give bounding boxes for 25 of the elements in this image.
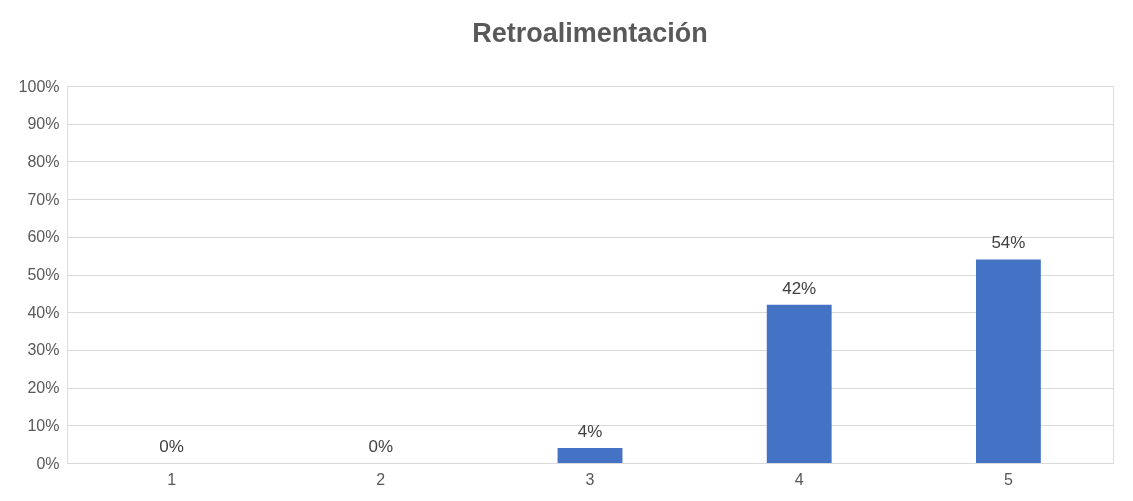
x-tick-label: 5 [1003, 470, 1013, 488]
x-tick-label: 2 [376, 470, 386, 488]
bar [766, 304, 832, 463]
y-tick-label: 20% [27, 379, 60, 397]
y-tick-label: 70% [27, 190, 60, 208]
y-tick-label: 40% [27, 303, 60, 321]
data-label: 4% [577, 421, 603, 441]
data-label: 0% [159, 437, 184, 456]
y-tick-label: 80% [27, 152, 60, 170]
data-label: 42% [782, 278, 817, 298]
y-tick-label: 10% [27, 416, 60, 434]
y-tick-label: 50% [27, 266, 60, 283]
y-tick-label: 100% [18, 77, 60, 95]
x-tick-label: 3 [585, 470, 595, 488]
bar [975, 259, 1041, 463]
y-tick-label: 60% [27, 228, 60, 246]
x-tick-label: 1 [167, 470, 177, 488]
bar [557, 447, 623, 463]
chart-title: Retroalimentación [472, 18, 708, 48]
y-tick-label: 90% [27, 115, 60, 133]
data-label: 0% [368, 437, 394, 456]
data-label: 54% [991, 233, 1026, 253]
y-tick-label: 30% [27, 341, 60, 359]
x-tick-label: 4 [794, 470, 804, 488]
y-tick-label: 0% [36, 454, 60, 472]
